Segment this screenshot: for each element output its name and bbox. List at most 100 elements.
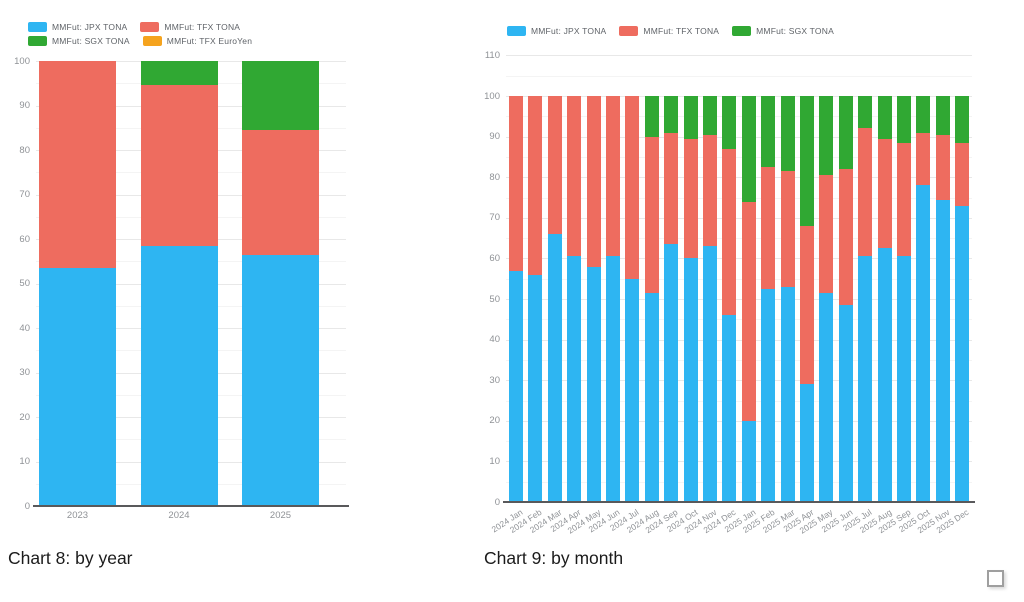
legend-item[interactable]: MMFut: SGX TONA <box>28 36 130 46</box>
legend-item-label: MMFut: SGX TONA <box>756 26 834 36</box>
x-tick-label: 2023 <box>66 510 89 521</box>
bar-segment <box>800 384 814 502</box>
bar-segment <box>877 138 892 249</box>
legend-item[interactable]: MMFut: JPX TONA <box>507 26 606 36</box>
gridline-major <box>506 55 972 57</box>
bar-segment <box>838 96 853 170</box>
legend-item-label: MMFut: TFX TONA <box>164 22 241 32</box>
bar-segment <box>955 142 970 206</box>
bar-segment <box>140 85 218 246</box>
bar-segment <box>897 256 911 502</box>
y-tick-label: 10 <box>19 456 30 467</box>
legend: MMFut: JPX TONA MMFut: TFX TONA MMFut: SGX… <box>507 26 977 36</box>
bar-segment <box>664 132 679 245</box>
legend-item[interactable]: MMFut: SGX TONA <box>732 26 834 36</box>
bar-segment <box>800 225 814 385</box>
bar-segment <box>722 96 737 149</box>
bar-segment <box>683 258 698 502</box>
chart9-caption: Chart 9: by month <box>484 548 624 568</box>
bar-segment <box>935 199 950 502</box>
x-tick-label: 2024 <box>168 510 190 521</box>
bar-segment <box>897 96 911 143</box>
gridline-minor <box>506 238 972 240</box>
bar-segment <box>509 96 523 271</box>
bar-segment <box>741 201 756 421</box>
legend-item[interactable]: MMFut: TFX TONA <box>619 26 719 36</box>
bar-segment <box>242 61 319 130</box>
bar-segment <box>838 169 853 306</box>
x-axis-line <box>503 501 975 503</box>
legend-swatch-icon <box>142 36 162 46</box>
gridline-major <box>506 258 972 260</box>
bar-segment <box>819 96 834 176</box>
bar-segment <box>625 96 640 279</box>
bar-segment <box>858 128 873 257</box>
y-tick-label: 10 <box>489 455 500 467</box>
y-tick-label: 60 <box>489 252 500 264</box>
y-tick-label: 90 <box>489 131 500 143</box>
y-tick-label: 30 <box>489 374 500 386</box>
bar-segment <box>819 175 834 293</box>
bar-segment <box>703 134 717 247</box>
bar-segment <box>800 96 814 226</box>
bar-segment <box>819 292 834 502</box>
bar-segment <box>625 278 640 502</box>
legend-swatch-icon <box>507 26 526 36</box>
bar-segment <box>547 96 562 235</box>
bar-segment <box>586 96 601 267</box>
bar-segment <box>858 256 873 502</box>
y-tick-label: 20 <box>489 415 500 427</box>
bar-segment <box>606 256 620 502</box>
bar-segment <box>955 96 970 143</box>
gridline-major <box>506 217 972 219</box>
y-tick-label: 70 <box>489 212 500 224</box>
legend-swatch-icon <box>28 36 47 46</box>
bar-segment <box>877 248 892 502</box>
legend-swatch-icon <box>28 22 47 32</box>
checkbox[interactable] <box>987 570 1004 587</box>
bar-segment <box>780 96 795 172</box>
y-tick-label: 0 <box>494 496 500 508</box>
y-tick-label: 0 <box>24 500 30 512</box>
bar-segment <box>722 148 737 316</box>
y-tick-label: 110 <box>484 49 500 61</box>
gridline-minor <box>506 400 972 402</box>
bar-segment <box>780 171 795 287</box>
legend-swatch-icon <box>140 22 160 32</box>
legend-item-label: MMFut: TFX EuroYen <box>166 36 253 46</box>
bar-segment <box>955 205 970 502</box>
bar-segment <box>567 256 582 502</box>
bar-segment <box>703 96 717 135</box>
bar-segment <box>722 315 737 502</box>
x-axis-line <box>33 505 349 507</box>
gridline-minor <box>506 441 972 443</box>
bar-segment <box>664 244 679 502</box>
y-tick-label: 50 <box>489 293 500 305</box>
gridline-minor <box>506 319 972 321</box>
bar-segment <box>935 96 950 135</box>
gridline-minor <box>506 481 972 483</box>
gridline-major <box>506 177 972 179</box>
legend-item[interactable]: MMFut: TFX EuroYen <box>142 36 253 46</box>
legend-item-label: MMFut: TFX TONA <box>643 26 720 36</box>
legend-item-label: MMFut: JPX TONA <box>52 22 128 32</box>
bar-segment <box>528 96 543 275</box>
bar-segment <box>761 167 776 289</box>
gridline-major <box>506 380 972 382</box>
gridline-minor <box>506 197 972 199</box>
gridline-minor <box>506 75 972 77</box>
bar-segment <box>935 134 950 200</box>
y-tick-label: 30 <box>19 367 30 378</box>
bar-segment <box>39 267 116 506</box>
x-tick-label: 2025 <box>269 510 292 521</box>
bar-segment <box>780 286 795 502</box>
gridline-minor <box>506 359 972 361</box>
y-tick-label: 70 <box>19 189 30 200</box>
legend-item[interactable]: MMFut: TFX TONA <box>140 22 240 32</box>
gridline-minor <box>506 156 972 158</box>
legend-item[interactable]: MMFut: JPX TONA <box>28 22 127 32</box>
gridline-minor <box>506 116 972 118</box>
